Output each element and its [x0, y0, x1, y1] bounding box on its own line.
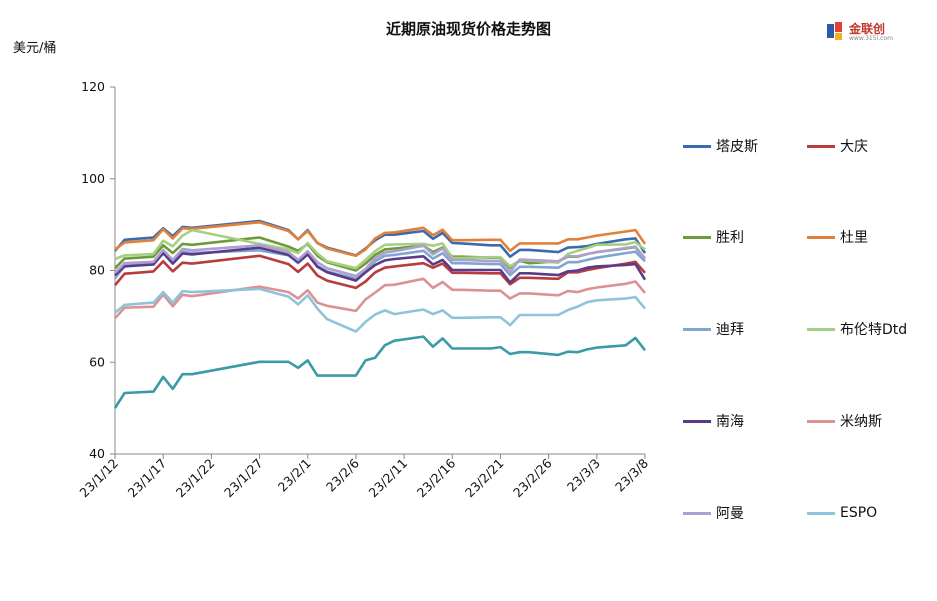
legend-item: 南海: [683, 411, 744, 431]
legend-item: 阿曼: [683, 503, 744, 523]
x-tick-label: 23/1/22: [173, 456, 218, 501]
legend-label: 南海: [716, 414, 744, 430]
legend-swatch: [807, 511, 835, 515]
legend-label: 阿曼: [716, 506, 744, 522]
y-tick-label: 100: [81, 171, 105, 186]
y-tick-label: 80: [89, 263, 105, 278]
logo-mark-icon: [827, 22, 842, 40]
x-tick-label: 23/2/26: [510, 455, 555, 500]
x-tick-label: 23/1/12: [76, 456, 121, 501]
legend-label: ESPO: [840, 505, 878, 521]
legend-label: 布伦特Dtd: [840, 322, 908, 338]
x-tick-label: 23/3/8: [612, 455, 651, 494]
legend-item: 塔皮斯: [683, 136, 758, 156]
chart-title: 近期原油现货价格走势图: [385, 20, 551, 38]
series-line-unlabeled: [113, 335, 647, 409]
legend-label: 杜里: [840, 230, 868, 246]
legend-item: 迪拜: [683, 319, 744, 339]
legend-item: ESPO: [807, 503, 877, 523]
legend-item: 米纳斯: [807, 411, 882, 431]
chart-series-group: [113, 219, 647, 409]
legend-item: 胜利: [683, 227, 744, 247]
x-tick-label: 23/3/3: [564, 456, 603, 495]
x-tick-label: 23/1/17: [125, 456, 170, 501]
series-line-8: [114, 244, 647, 278]
legend-item: 布伦特Dtd: [807, 319, 907, 339]
legend-label: 大庆: [840, 139, 868, 155]
legend-swatch: [683, 144, 711, 148]
legend-swatch: [807, 419, 835, 423]
y-axis-unit-label: 美元/桶: [13, 41, 57, 56]
y-tick-label: 40: [89, 446, 105, 461]
legend-swatch: [807, 235, 835, 239]
legend-swatch: [807, 144, 835, 148]
x-tick-label: 23/1/27: [221, 456, 266, 501]
series-line-4: [113, 249, 646, 281]
legend-swatch: [683, 511, 711, 515]
chart-axes: 40 60 80 100 120 23/1/12 23/1/17 23/1/22 23/1/27…: [76, 79, 651, 500]
legend-swatch: [683, 327, 711, 331]
series-line-9: [114, 287, 646, 333]
x-tick-label: 23/2/6: [323, 455, 362, 494]
series-line-5: [114, 228, 646, 270]
legend-label: 胜利: [716, 230, 744, 246]
legend-swatch: [807, 327, 835, 331]
legend-swatch: [683, 419, 711, 423]
brand-logo: 金联创 www.315i.com: [822, 18, 912, 46]
series-line-3: [114, 221, 647, 258]
legend-item: 杜里: [807, 227, 868, 247]
legend-label: 米纳斯: [840, 414, 882, 430]
y-tick-label: 120: [81, 79, 105, 94]
legend-label: 迪拜: [716, 322, 744, 338]
x-tick-label: 23/2/1: [275, 456, 314, 495]
series-line-6: [114, 246, 647, 284]
y-tick-label: 60: [89, 354, 105, 369]
legend-label: 塔皮斯: [716, 139, 758, 155]
legend-swatch: [683, 235, 711, 239]
x-tick-label: 23/2/21: [462, 456, 507, 501]
x-tick-label: 23/2/11: [366, 456, 411, 501]
series-line-7: [114, 277, 646, 320]
logo-subtext: www.315i.com: [849, 35, 893, 42]
logo-text: 金联创: [849, 22, 886, 36]
x-tick-label: 23/2/16: [414, 455, 459, 500]
legend-item: 大庆: [807, 136, 868, 156]
